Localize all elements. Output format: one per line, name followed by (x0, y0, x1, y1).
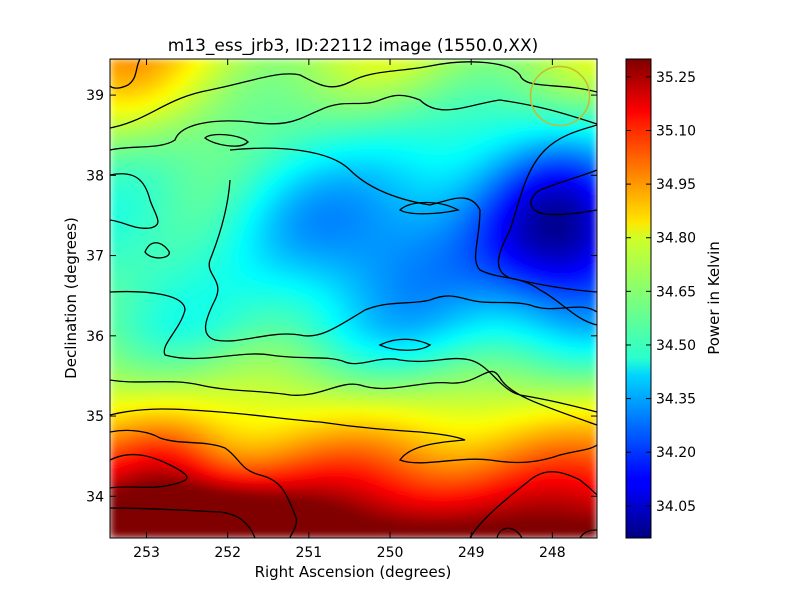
colorbar-tick-label: 34.65 (656, 284, 696, 300)
contour-line (229, 147, 597, 326)
contour-line (110, 94, 597, 151)
colorbar-tick-label: 34.95 (656, 177, 696, 193)
contour-line (110, 408, 597, 464)
x-tick-label: 250 (377, 545, 404, 561)
contour-line (110, 370, 597, 426)
heatmap-plot (110, 59, 597, 538)
chart-title: m13_ess_jrb3, ID:22112 image (1550.0,XX) (168, 36, 539, 56)
colorbar-label: Power in Kelvin (705, 241, 723, 355)
contour-line (110, 290, 597, 413)
contour-line (110, 507, 256, 538)
colorbar-tick-label: 34.20 (656, 445, 696, 461)
colorbar (625, 58, 652, 539)
contour-line (204, 133, 249, 147)
colorbar-tick-label: 35.25 (656, 70, 696, 86)
contour-line (110, 173, 159, 229)
contour-line (398, 201, 460, 215)
colorbar-tick-label: 35.10 (656, 123, 696, 139)
colorbar-tick-label: 34.05 (656, 499, 696, 515)
beam-circle (529, 65, 591, 127)
contour-line (579, 529, 597, 538)
y-tick-label: 34 (86, 489, 104, 505)
x-tick-label: 248 (539, 545, 566, 561)
contour-lines (110, 59, 597, 538)
plot-frame (109, 58, 598, 539)
colorbar-ticks: 34.05 34.20 34.35 34.50 34.65 34.80 34.95 35.10… (626, 70, 696, 515)
contour-line (110, 61, 597, 129)
y-axis-ticks: 34 35 36 37 38 39 (86, 88, 597, 505)
contour-line (378, 338, 432, 351)
heatmap-image (110, 59, 597, 538)
x-tick-label: 253 (133, 545, 160, 561)
x-tick-label: 252 (214, 545, 241, 561)
x-tick-label: 249 (458, 545, 485, 561)
x-tick-label: 251 (295, 545, 322, 561)
y-tick-label: 39 (86, 88, 104, 104)
contour-line (497, 124, 597, 293)
y-tick-label: 37 (86, 249, 104, 265)
contour-line (530, 169, 597, 216)
colorbar-tick-label: 34.50 (656, 338, 696, 354)
x-axis-label: Right Ascension (degrees) (255, 563, 452, 581)
contour-line (496, 527, 523, 538)
x-axis-ticks: 253 252 251 250 249 248 (133, 59, 566, 561)
contour-line (110, 453, 188, 489)
contour-line (110, 59, 141, 89)
y-axis-label: Declination (degrees) (62, 217, 80, 379)
colorbar-tick-label: 34.35 (656, 392, 696, 408)
y-tick-label: 36 (86, 329, 104, 345)
y-tick-label: 38 (86, 168, 104, 184)
contour-line (110, 429, 297, 538)
colorbar-tick-label: 34.80 (656, 231, 696, 247)
contour-line (204, 179, 597, 342)
contour-line (144, 242, 170, 259)
y-tick-label: 35 (86, 409, 104, 425)
contour-line (469, 471, 597, 538)
